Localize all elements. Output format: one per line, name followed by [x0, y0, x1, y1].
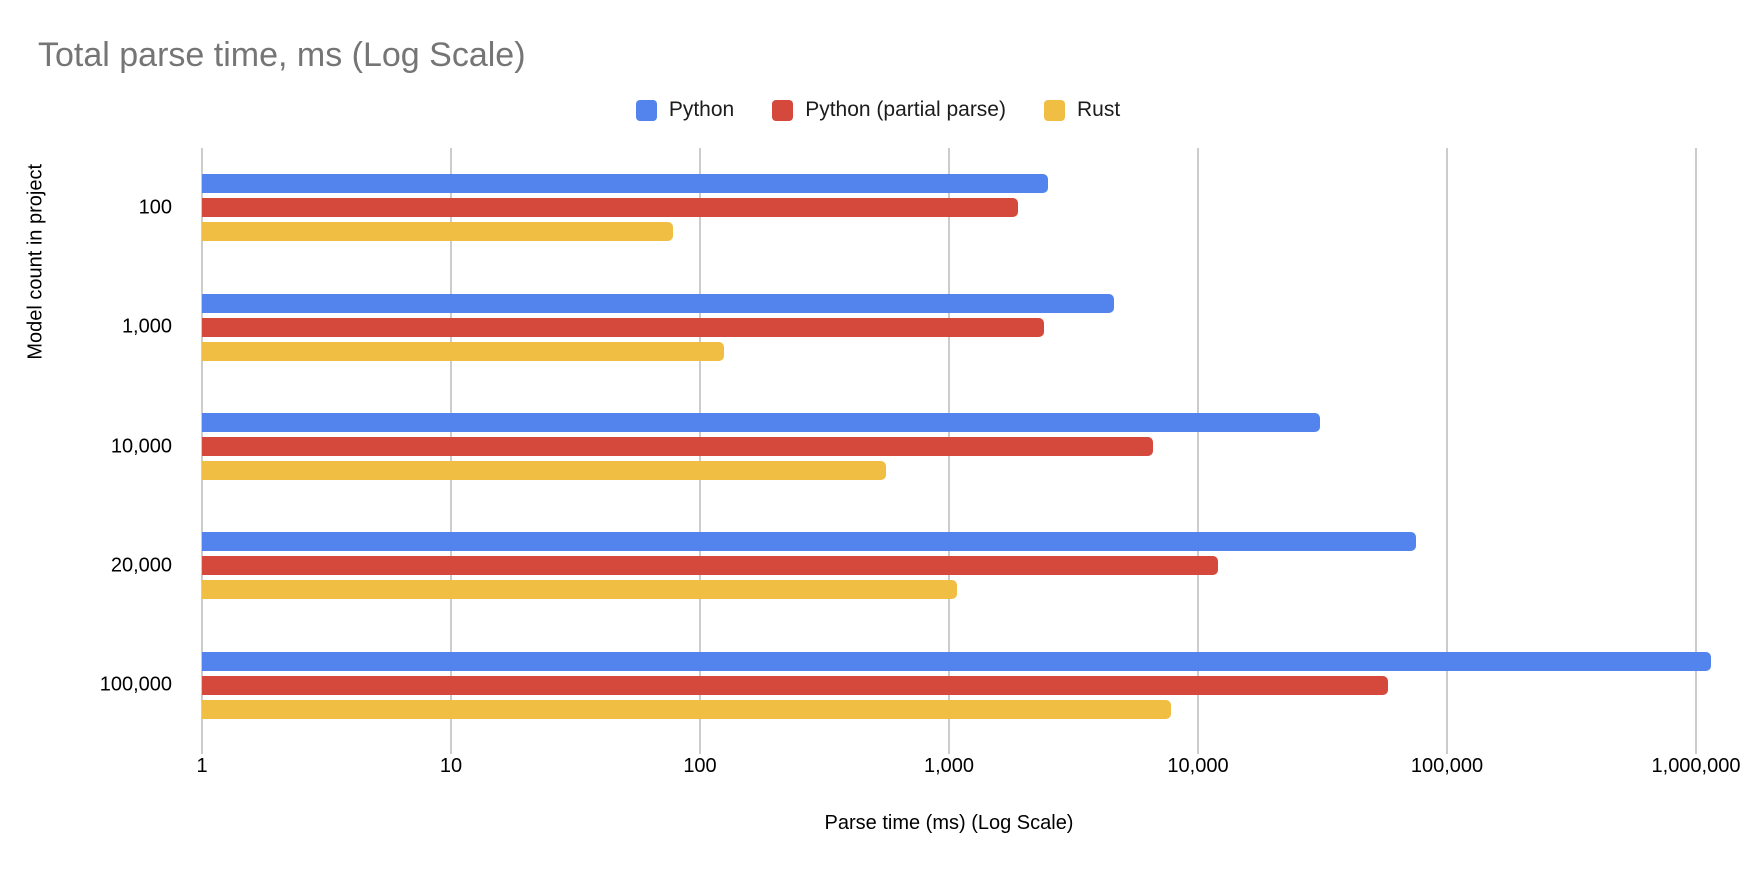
- bar-group-100,000: [202, 626, 1712, 745]
- bar-python-partial-parse-20000: [202, 556, 1218, 576]
- legend-swatch-icon: [1043, 99, 1065, 121]
- bar-rust-10000: [202, 460, 887, 480]
- bar-group-10,000: [202, 387, 1696, 506]
- axis-tick: [201, 745, 203, 754]
- legend-label: Python (partial parse): [805, 98, 1006, 121]
- legend-swatch-icon: [635, 99, 657, 121]
- legend-label: Python: [668, 98, 735, 121]
- x-tick-label: 100: [683, 755, 717, 777]
- bar-group-1,000: [202, 267, 1696, 386]
- x-axis-title: Parse time (ms) (Log Scale): [824, 812, 1074, 834]
- axis-tick: [1197, 745, 1199, 754]
- bar-group-100: [202, 148, 1696, 267]
- x-tick-label: 100,000: [1410, 755, 1484, 777]
- bar-rust-100000: [202, 699, 1172, 719]
- x-tick-label: 10: [439, 755, 463, 777]
- gridline: [1197, 148, 1199, 754]
- bar-python-20000: [202, 532, 1416, 552]
- bar-rust-100: [202, 222, 674, 242]
- axis-tick: [1446, 745, 1448, 754]
- x-tick-label: 1,000: [923, 755, 975, 777]
- bar-group-20,000: [202, 506, 1696, 625]
- bar-python-partial-parse-100000: [202, 675, 1389, 695]
- y-category-label: 20,000: [110, 554, 172, 577]
- legend-item-2: Rust: [1043, 98, 1121, 122]
- x-tick-label: 1,000,000: [1651, 755, 1741, 777]
- legend-swatch-icon: [772, 99, 794, 121]
- legend: Python Python (partial parse) Rust: [0, 98, 1756, 122]
- bar-rust-20000: [202, 580, 958, 600]
- gridline: [1695, 148, 1697, 754]
- bar-python-10000: [202, 412, 1321, 432]
- plot-area: [201, 148, 1712, 754]
- axis-tick: [450, 745, 452, 754]
- bar-python-partial-parse-10000: [202, 436, 1154, 456]
- y-category-label: 100,000: [99, 673, 172, 696]
- x-tick-label: 10,000: [1167, 755, 1229, 777]
- y-category-label: 10,000: [110, 435, 172, 457]
- legend-item-1: Python (partial parse): [772, 98, 1006, 122]
- legend-label: Rust: [1076, 98, 1121, 121]
- bar-rust-1000: [202, 341, 725, 361]
- bar-python-partial-parse-100: [202, 198, 1019, 218]
- bar-python-partial-parse-1000: [202, 317, 1044, 337]
- x-tick-label: 1: [196, 755, 208, 777]
- axis-tick: [1695, 745, 1697, 754]
- y-axis-title: Model count in project: [24, 163, 47, 360]
- legend-item-0: Python: [635, 98, 735, 122]
- y-category-label: 1,000: [121, 315, 172, 338]
- gridline: [1446, 148, 1448, 754]
- axis-tick: [948, 745, 950, 754]
- bar-python-1000: [202, 293, 1115, 313]
- axis-tick: [699, 745, 701, 754]
- chart-title: Total parse time, ms (Log Scale): [38, 36, 526, 74]
- y-category-label: 100: [138, 196, 172, 219]
- bar-python-100: [202, 174, 1049, 194]
- bar-python-100000: [202, 651, 1712, 671]
